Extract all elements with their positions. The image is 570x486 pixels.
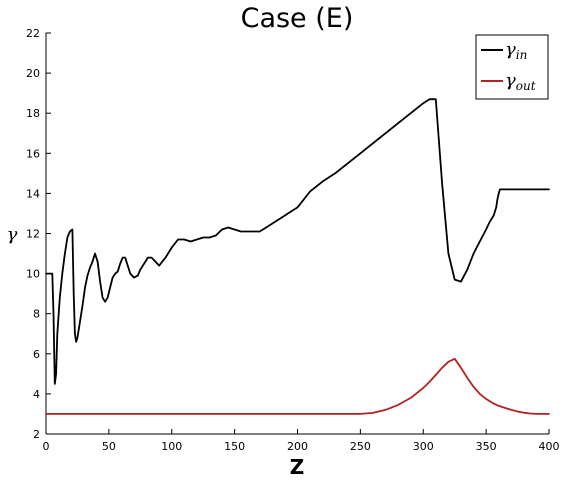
y-tick-label: 20 [26, 67, 40, 80]
x-tick-label: 50 [102, 440, 116, 453]
y-axis: 2 4 6 8 10 12 14 16 18 20 22 [26, 27, 51, 441]
legend-box [475, 34, 549, 100]
x-tick-label: 250 [350, 440, 371, 453]
x-tick-label: 350 [476, 440, 497, 453]
y-tick-label: 16 [26, 147, 40, 160]
legend: γin γout [475, 34, 549, 100]
y-tick-label: 6 [33, 348, 40, 361]
y-tick-label: 4 [33, 388, 40, 401]
y-tick-label: 12 [26, 228, 40, 241]
chart-title: Case (E) [241, 3, 354, 34]
x-tick-label: 150 [224, 440, 245, 453]
y-tick-label: 8 [33, 308, 40, 321]
y-tick-label: 22 [26, 27, 40, 40]
y-tick-label: 14 [26, 187, 40, 200]
x-axis: 0 50 100 150 200 250 300 350 400 [43, 429, 560, 453]
y-axis-label: γ [7, 224, 18, 245]
series-layer [45, 98, 550, 415]
series-line-out [45, 357, 550, 415]
x-tick-label: 200 [287, 440, 308, 453]
x-tick-label: 0 [43, 440, 50, 453]
x-tick-label: 300 [413, 440, 434, 453]
legend-entry-gamma-in: γin [505, 39, 527, 62]
x-tick-label: 100 [161, 440, 182, 453]
y-tick-label: 18 [26, 107, 40, 120]
legend-entry-gamma-out: γout [505, 70, 536, 93]
plot-area [45, 33, 549, 435]
y-tick-label: 2 [33, 428, 40, 441]
series-line-in [45, 98, 550, 385]
y-tick-label: 10 [26, 268, 40, 281]
x-tick-label: 400 [539, 440, 560, 453]
x-axis-label: Z [290, 455, 305, 479]
